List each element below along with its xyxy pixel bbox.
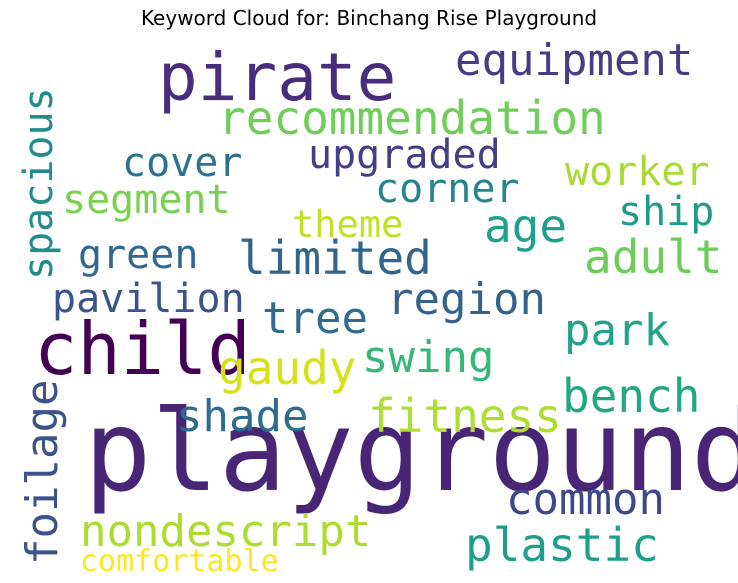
cloud-word-nondescript: nondescript [80,506,371,557]
cloud-word-tree: tree [262,293,368,344]
cloud-word-comfortable: comfortable [80,544,279,579]
cloud-word-plastic: plastic [465,518,659,572]
cloud-word-limited: limited [238,231,432,285]
cloud-word-spacious: spacious [16,87,62,280]
cloud-word-green: green [78,232,198,278]
cloud-word-worker: worker [565,149,710,195]
cloud-word-bench: bench [562,369,700,423]
cloud-word-theme: theme [292,203,403,246]
cloud-word-cover: cover [122,140,242,186]
cloud-word-equipment: equipment [455,35,693,86]
cloud-word-pirate: pirate [158,39,396,116]
cloud-word-shade: shade [176,391,308,442]
cloud-word-playground: playground [84,387,738,517]
chart-title: Keyword Cloud for: Binchang Rise Playgro… [140,6,598,30]
cloud-word-ship: ship [618,189,714,235]
cloud-word-recommendation: recommendation [218,91,606,145]
cloud-word-child: child [34,307,251,391]
cloud-word-pavilion: pavilion [52,276,245,322]
cloud-word-adult: adult [584,230,722,284]
cloud-word-fitness: fitness [368,389,562,443]
cloud-word-swing: swing [362,332,494,383]
cloud-word-segment: segment [62,177,231,223]
cloud-word-foilage: foilage [17,380,68,565]
cloud-word-common: common [506,474,665,525]
cloud-word-region: region [387,274,546,325]
cloud-word-age: age [484,199,567,253]
cloud-word-gaudy: gaudy [218,341,356,395]
cloud-word-park: park [564,305,670,356]
cloud-word-corner: corner [375,166,520,212]
cloud-word-upgraded: upgraded [308,132,501,178]
